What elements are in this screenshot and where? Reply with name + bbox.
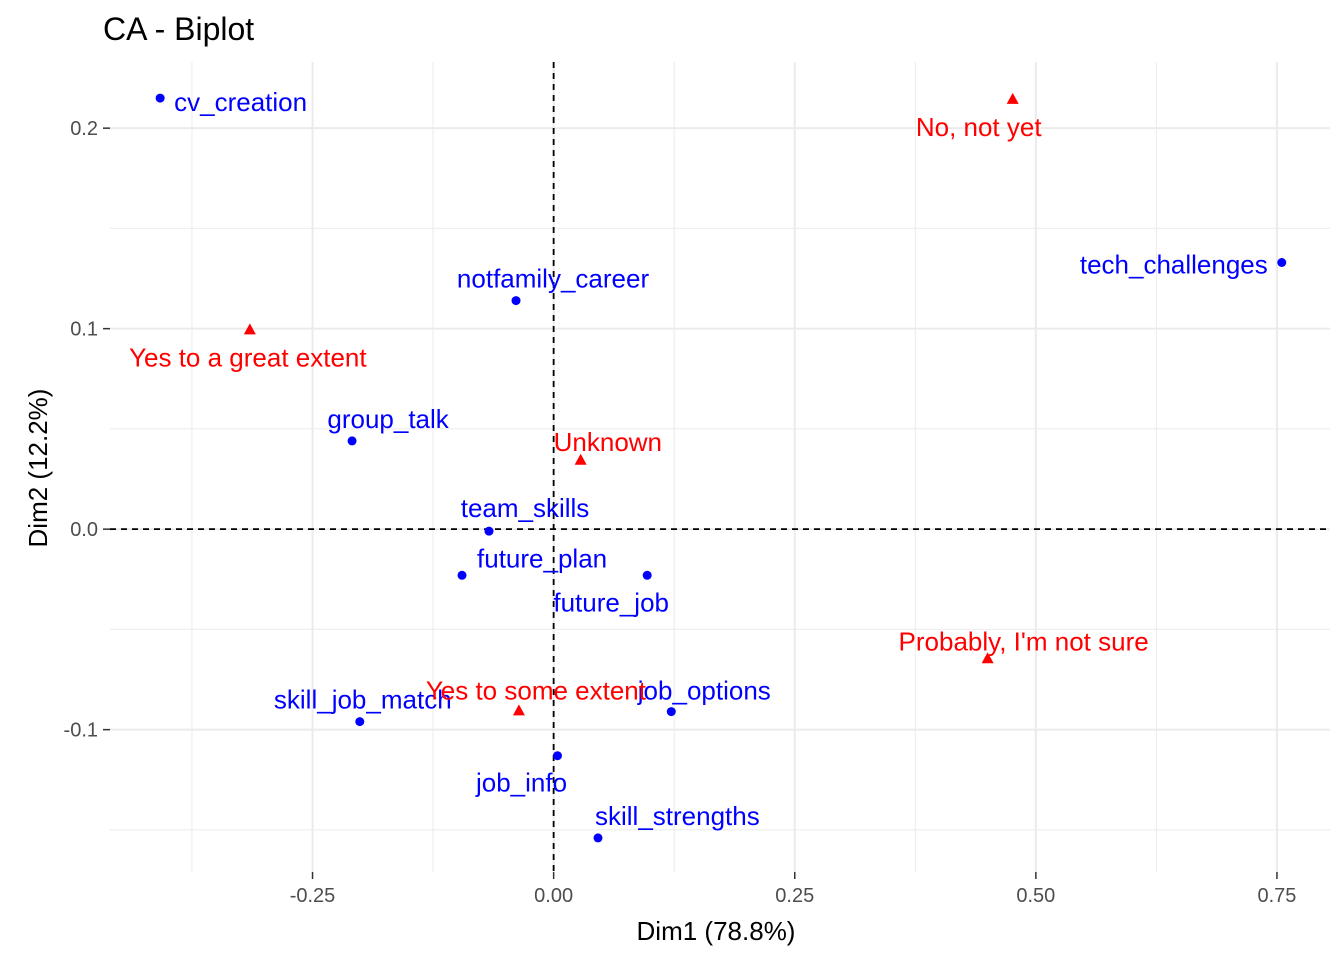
x-tick-label: 0.00: [534, 885, 573, 907]
label-future-job: future_job: [553, 587, 669, 617]
chart-title: CA - Biplot: [103, 11, 254, 47]
x-tick-label: 0.75: [1257, 885, 1296, 907]
label-skill-strengths: skill_strengths: [595, 801, 760, 831]
grid: [110, 62, 1330, 872]
point-team-skills: [484, 526, 494, 536]
point-notfamily-career: [511, 296, 521, 306]
y-tick-label: 0.1: [70, 319, 98, 341]
x-axis-title: Dim1 (78.8%): [637, 916, 796, 946]
point-job-options: [666, 707, 676, 717]
label-future-plan: future_plan: [477, 543, 607, 573]
point-labels: cv_creation tech_challenges notfamily_care…: [129, 87, 1268, 831]
point-yes-to-a-great-extent: [243, 323, 256, 335]
point-skill-strengths: [593, 833, 603, 843]
point-job-info: [552, 751, 562, 761]
point-yes-to-some-extent: [512, 704, 525, 716]
point-tech-challenges: [1277, 257, 1287, 267]
label-job-options: job_options: [637, 676, 771, 706]
label-yes-to-some-extent: Yes to some extent: [426, 676, 647, 706]
label-group-talk: group_talk: [327, 404, 449, 434]
point-no-not-yet: [1006, 92, 1019, 104]
point-unknown: [574, 453, 587, 465]
y-axis-title: Dim2 (12.2%): [23, 389, 53, 548]
point-cv-creation: [155, 93, 165, 103]
data-points: [155, 92, 1287, 843]
y-tick-label: 0.0: [70, 519, 98, 541]
label-team-skills: team_skills: [461, 493, 590, 523]
x-tick-label: 0.25: [775, 885, 814, 907]
y-tick-label: 0.2: [70, 118, 98, 140]
label-skill-job-match: skill_job_match: [274, 685, 452, 715]
label-notfamily-career: notfamily_career: [457, 264, 650, 294]
label-tech-challenges: tech_challenges: [1080, 249, 1268, 279]
x-tick-label: 0.50: [1016, 885, 1055, 907]
label-job-info: job_info: [475, 768, 567, 798]
label-cv-creation: cv_creation: [174, 87, 307, 117]
point-future-plan: [457, 570, 467, 580]
x-tick-label: -0.25: [290, 885, 336, 907]
label-no-not-yet: No, not yet: [916, 112, 1043, 142]
y-tick-label: -0.1: [64, 720, 98, 742]
label-probably-i-m-not-sure: Probably, I'm not sure: [899, 626, 1149, 656]
point-future-job: [642, 570, 652, 580]
label-yes-to-a-great-extent: Yes to a great extent: [129, 343, 367, 373]
point-probably-i-m-not-sure: [981, 652, 994, 664]
axes: -0.25 0.00 0.25 0.50 0.75 -0.1 0.0 0.1 0.2: [64, 118, 1297, 907]
reference-lines: [110, 62, 1330, 872]
label-unknown: Unknown: [554, 427, 662, 457]
point-group-talk: [347, 436, 357, 446]
point-skill-job-match: [355, 717, 365, 727]
